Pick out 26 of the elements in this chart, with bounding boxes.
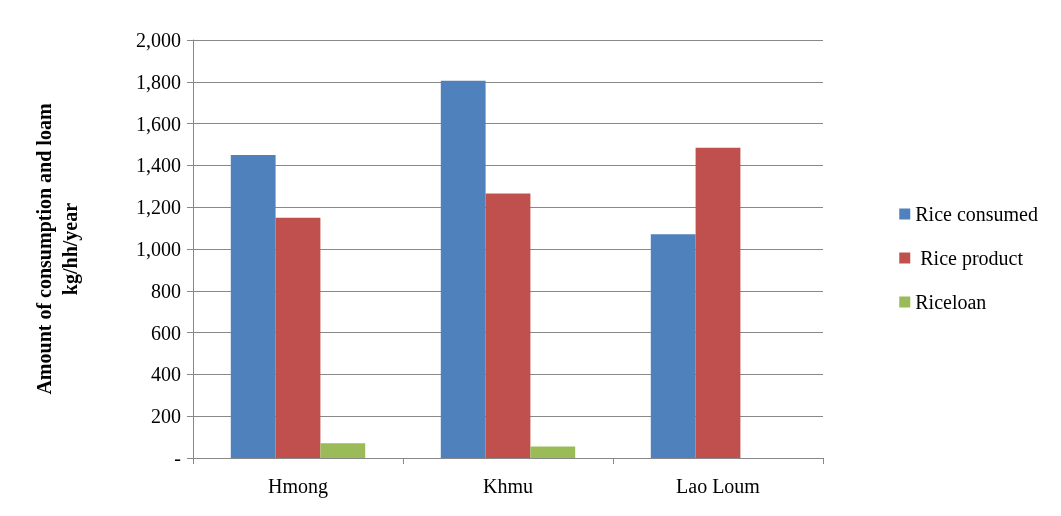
legend-label: Rice product (915, 247, 1024, 270)
bar (440, 80, 486, 458)
x-tick-label: Khmu (483, 475, 533, 497)
y-tick-label: 200 (151, 405, 181, 428)
bar (695, 147, 741, 458)
x-tick-label: Hmong (268, 475, 328, 498)
bar (530, 446, 576, 458)
bar (485, 193, 531, 458)
y-tick-label: 2,000 (136, 29, 181, 51)
y-axis-title: Amount of consumption and loam kg/hh/year (33, 103, 82, 395)
bar (230, 154, 276, 458)
y-tick-label: 400 (151, 363, 181, 386)
y-tick-label: 1,000 (136, 238, 181, 260)
bar (275, 217, 321, 458)
y-tick-label: 600 (151, 321, 181, 344)
bar (650, 234, 696, 458)
y-tick-label: - (174, 447, 181, 469)
y-tick-label: 1,400 (136, 154, 181, 177)
y-tick-label: 1,200 (136, 196, 181, 219)
legend-label: Rice consumed (915, 203, 1039, 225)
bar (320, 443, 366, 458)
y-tick-label: 1,800 (136, 70, 181, 93)
y-tick-label: 1,600 (136, 112, 181, 135)
x-tick-label: Lao Loum (676, 475, 761, 497)
legend-label: Riceloan (915, 291, 987, 313)
y-tick-label: 800 (151, 279, 181, 302)
